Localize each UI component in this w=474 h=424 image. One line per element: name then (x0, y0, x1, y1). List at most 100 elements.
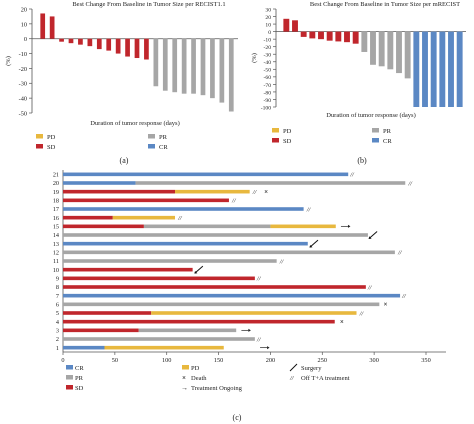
bar (422, 31, 428, 107)
patient-label: 11 (53, 258, 59, 265)
surgery-marker (309, 239, 319, 248)
legend-label: CR (75, 365, 84, 372)
chart-title: Best Change From Baseline in Tumor Size … (310, 1, 460, 8)
surgery-marker-head (309, 244, 313, 248)
off-treatment-marker: // (359, 310, 365, 317)
y-tick-label: -50 (264, 68, 272, 74)
legend-label: PR (159, 134, 168, 141)
y-tick-label: -100 (261, 105, 271, 111)
death-marker: × (383, 301, 387, 309)
x-tick-label: 50 (112, 357, 118, 364)
y-tick-label: -90 (264, 98, 272, 104)
patient-label: 16 (53, 215, 59, 222)
response-segment (138, 328, 237, 333)
bar (87, 38, 93, 47)
legend-swatch (36, 144, 43, 149)
response-segment (143, 224, 271, 229)
patient-label: 13 (53, 241, 59, 248)
bar (134, 38, 140, 59)
patient-label: 7 (56, 293, 59, 300)
legend-swatch (182, 365, 189, 370)
y-tick-label: -40 (19, 96, 27, 103)
response-segment (63, 250, 395, 255)
bar (387, 31, 394, 70)
y-tick-label: -10 (19, 51, 27, 58)
response-segment (63, 285, 366, 289)
x-tick-label: 250 (318, 357, 327, 364)
surgery-marker-head (368, 236, 372, 239)
response-segment (63, 241, 308, 246)
response-segment (63, 311, 152, 315)
bar (144, 38, 149, 60)
legend-label: PR (75, 375, 84, 382)
bar (115, 38, 121, 54)
response-segment (63, 293, 401, 298)
legend-swatch (272, 128, 279, 133)
bar (228, 38, 234, 112)
patient-label: 19 (53, 189, 59, 196)
patient-label: 9 (56, 276, 59, 283)
surgery-marker (368, 231, 378, 239)
y-tick-label: 30 (265, 7, 271, 13)
chart-title: Best Change From Baseline in Tumor Size … (72, 1, 225, 8)
death-marker: × (264, 188, 268, 196)
patient-label: 18 (53, 198, 59, 205)
legend-swatch (148, 134, 155, 139)
ongoing-arrow-head (248, 328, 251, 332)
caption-a: (a) (120, 156, 129, 165)
patient-label: 3 (56, 328, 59, 335)
off-treatment-marker: // (367, 284, 373, 291)
surgery-marker-head (194, 270, 198, 274)
response-segment (63, 215, 113, 220)
bar (344, 31, 350, 43)
bar (396, 31, 402, 74)
patient-label: 20 (53, 180, 59, 187)
x-axis-label: Duration of tumor response (days) (326, 112, 416, 119)
off-treatment-marker: // (407, 180, 413, 187)
legend-label: PD (283, 128, 292, 135)
bar (370, 31, 376, 65)
response-segment (63, 337, 255, 341)
bar (318, 31, 324, 40)
y-tick-label: 10 (21, 21, 27, 28)
bar (153, 38, 159, 87)
patient-label: 15 (53, 224, 59, 231)
patient-label: 17 (53, 206, 59, 213)
y-tick-label: 0 (24, 36, 27, 43)
y-tick-label: -50 (19, 110, 27, 117)
bar (292, 20, 298, 32)
bar (413, 31, 420, 107)
legend-label: SD (47, 144, 56, 151)
patient-label: 12 (53, 250, 59, 257)
bar (439, 31, 446, 107)
caption-b: (b) (357, 156, 367, 165)
x-tick-label: 200 (266, 357, 275, 364)
legend-swatch (36, 134, 43, 139)
response-segment (63, 302, 380, 307)
y-tick-label: -20 (264, 45, 272, 51)
bar (219, 38, 225, 103)
y-tick-label: -20 (19, 66, 27, 73)
bar (106, 38, 112, 51)
bar (283, 18, 290, 32)
y-tick-label: -30 (19, 81, 27, 88)
response-segment (63, 267, 193, 272)
bar (162, 38, 168, 91)
response-segment (63, 207, 304, 211)
response-segment (104, 345, 224, 350)
legend-label: PD (191, 365, 200, 372)
y-tick-label: -10 (264, 38, 272, 44)
x-tick-label: 0 (61, 357, 64, 364)
x-axis-label: Duration of tumor response (days) (90, 120, 180, 127)
y-tick-label: -70 (264, 83, 272, 89)
response-segment (63, 172, 349, 177)
bar (59, 38, 64, 42)
off-treatment-marker: // (256, 336, 262, 343)
bar (191, 38, 196, 94)
legend-label: CR (159, 144, 168, 151)
legend-swatch (66, 385, 73, 390)
bar (172, 38, 178, 93)
legend-label: Death (191, 375, 207, 382)
bar (68, 38, 74, 44)
